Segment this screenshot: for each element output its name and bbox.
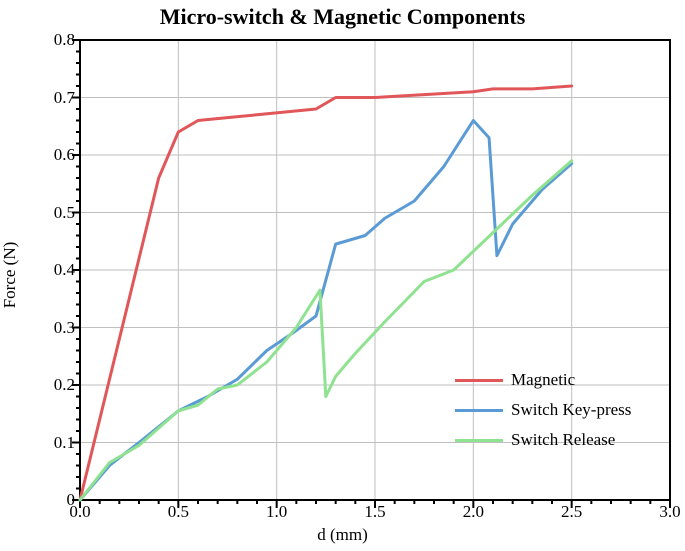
plot-area (0, 0, 685, 551)
x-tick-label: 1.5 (364, 502, 385, 522)
legend-label: Switch Release (511, 430, 615, 450)
y-tick-label: 0.2 (25, 375, 75, 395)
y-tick-label: 0.7 (25, 88, 75, 108)
chart-container: Micro-switch & Magnetic Components Force… (0, 0, 685, 551)
legend-swatch (455, 439, 503, 442)
y-tick-label: 0.1 (25, 433, 75, 453)
legend: Magnetic Switch Key-press Switch Release (455, 365, 631, 455)
legend-entry: Switch Release (455, 425, 631, 455)
y-tick-label: 0.8 (25, 30, 75, 50)
y-tick-label: 0.3 (25, 318, 75, 338)
x-tick-label: 3.0 (659, 502, 680, 522)
y-tick-label: 0.5 (25, 203, 75, 223)
legend-label: Magnetic (511, 370, 575, 390)
x-tick-label: 0.5 (168, 502, 189, 522)
x-tick-label: 1.0 (266, 502, 287, 522)
x-tick-label: 2.0 (463, 502, 484, 522)
legend-label: Switch Key-press (511, 400, 631, 420)
y-tick-label: 0.4 (25, 260, 75, 280)
legend-entry: Switch Key-press (455, 395, 631, 425)
legend-swatch (455, 379, 503, 382)
legend-swatch (455, 409, 503, 412)
y-tick-label: 0 (25, 490, 75, 510)
legend-entry: Magnetic (455, 365, 631, 395)
x-tick-label: 2.5 (561, 502, 582, 522)
y-tick-label: 0.6 (25, 145, 75, 165)
